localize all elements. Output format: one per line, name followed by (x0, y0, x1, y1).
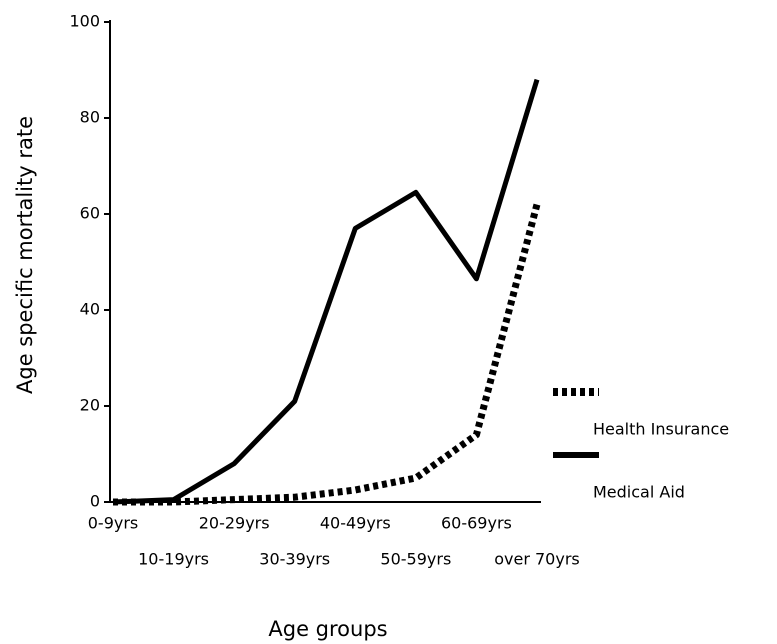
y-axis-title: Age specific mortality rate (13, 116, 37, 394)
y-tick-label: 60 (80, 204, 100, 223)
x-tick-label: 50-59yrs (380, 550, 451, 569)
y-tick-label: 40 (80, 300, 100, 319)
x-tick-label: 40-49yrs (320, 514, 391, 533)
y-tick-label: 100 (69, 12, 100, 31)
x-axis-title: Age groups (268, 617, 387, 641)
x-tick-label: 20-29yrs (199, 514, 270, 533)
x-tick-label: 10-19yrs (138, 550, 209, 569)
series-line (112, 78, 540, 505)
y-tick-label: 20 (80, 396, 100, 415)
legend-label: Medical Aid (593, 483, 685, 502)
x-tick-label: 0-9yrs (88, 514, 139, 533)
x-tick-label: 60-69yrs (441, 514, 512, 533)
x-tick-label: over 70yrs (494, 550, 580, 569)
series-line (113, 203, 541, 506)
y-tick-label: 0 (90, 492, 100, 511)
y-tick-label: 80 (80, 108, 100, 127)
x-tick-label: 30-39yrs (259, 550, 330, 569)
legend-label: Health Insurance (593, 420, 729, 439)
